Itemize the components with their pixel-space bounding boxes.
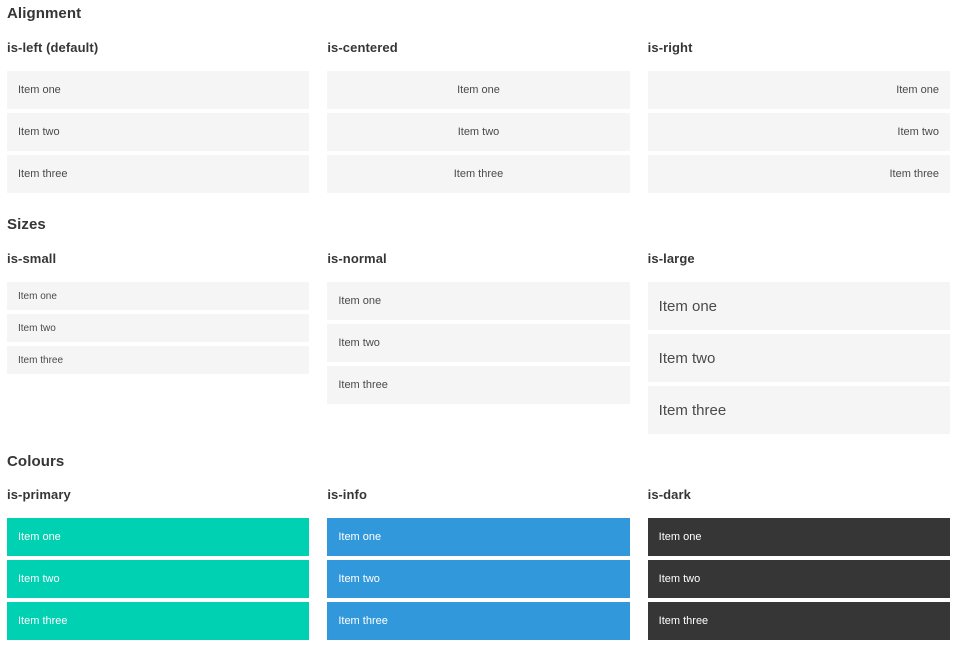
column-is-left: is-left (default) Item one Item two Item… [7, 40, 310, 197]
menu-list-normal: Item one Item two Item three [327, 282, 630, 404]
list-item[interactable]: Item one [7, 518, 310, 556]
list-item[interactable]: Item one [7, 282, 310, 310]
alignment-grid: is-left (default) Item one Item two Item… [7, 40, 950, 197]
column-heading-is-centered: is-centered [327, 40, 398, 55]
column-is-info: is-info Item one Item two Item three [327, 487, 630, 644]
list-item[interactable]: Item three [7, 155, 310, 193]
list-item[interactable]: Item three [327, 155, 630, 193]
section-sizes: Sizes is-small Item one Item two Item th… [7, 216, 950, 438]
column-is-small: is-small Item one Item two Item three [7, 251, 310, 378]
list-item[interactable]: Item two [647, 113, 950, 151]
list-item[interactable]: Item one [647, 518, 950, 556]
section-colours: Colours is-primary Item one Item two Ite… [7, 453, 950, 644]
column-is-right: is-right Item one Item two Item three [647, 40, 950, 197]
column-heading-is-left: is-left (default) [7, 40, 99, 55]
list-item[interactable]: Item one [327, 71, 630, 109]
menu-list-large: Item one Item two Item three [647, 282, 950, 434]
section-title-sizes: Sizes [7, 216, 46, 233]
section-alignment: Alignment is-left (default) Item one Ite… [7, 5, 950, 197]
list-item[interactable]: Item three [7, 346, 310, 374]
column-is-primary: is-primary Item one Item two Item three [7, 487, 310, 644]
colours-grid: is-primary Item one Item two Item three … [7, 487, 950, 644]
list-item[interactable]: Item two [7, 560, 310, 598]
list-item[interactable]: Item two [647, 334, 950, 382]
column-heading-is-normal: is-normal [327, 251, 387, 266]
column-heading-is-info: is-info [327, 487, 368, 502]
list-item[interactable]: Item two [7, 314, 310, 342]
column-heading-is-primary: is-primary [7, 487, 71, 502]
list-item[interactable]: Item three [647, 155, 950, 193]
menu-list-right: Item one Item two Item three [647, 71, 950, 193]
column-is-large: is-large Item one Item two Item three [647, 251, 950, 438]
column-heading-is-small: is-small [7, 251, 57, 266]
list-item[interactable]: Item two [647, 560, 950, 598]
menu-list-primary: Item one Item two Item three [7, 518, 310, 640]
list-item[interactable]: Item one [647, 282, 950, 330]
list-item[interactable]: Item two [7, 113, 310, 151]
menu-list-dark: Item one Item two Item three [647, 518, 950, 640]
list-item[interactable]: Item one [647, 71, 950, 109]
list-item[interactable]: Item two [327, 560, 630, 598]
column-is-centered: is-centered Item one Item two Item three [327, 40, 630, 197]
menu-list-left: Item one Item two Item three [7, 71, 310, 193]
column-heading-is-large: is-large [647, 251, 695, 266]
section-title-alignment: Alignment [7, 5, 82, 22]
column-heading-is-dark: is-dark [647, 487, 691, 502]
column-is-normal: is-normal Item one Item two Item three [327, 251, 630, 408]
sizes-grid: is-small Item one Item two Item three is… [7, 251, 950, 438]
list-item[interactable]: Item two [327, 113, 630, 151]
list-item[interactable]: Item one [327, 282, 630, 320]
list-item[interactable]: Item one [327, 518, 630, 556]
column-heading-is-right: is-right [647, 40, 693, 55]
section-title-colours: Colours [7, 453, 65, 470]
list-item[interactable]: Item three [7, 602, 310, 640]
list-item[interactable]: Item three [647, 386, 950, 434]
menu-list-centered: Item one Item two Item three [327, 71, 630, 193]
list-item[interactable]: Item three [327, 602, 630, 640]
menu-list-info: Item one Item two Item three [327, 518, 630, 640]
list-item[interactable]: Item one [7, 71, 310, 109]
list-item[interactable]: Item two [327, 324, 630, 362]
list-item[interactable]: Item three [647, 602, 950, 640]
menu-list-small: Item one Item two Item three [7, 282, 310, 374]
column-is-dark: is-dark Item one Item two Item three [647, 487, 950, 644]
list-item[interactable]: Item three [327, 366, 630, 404]
